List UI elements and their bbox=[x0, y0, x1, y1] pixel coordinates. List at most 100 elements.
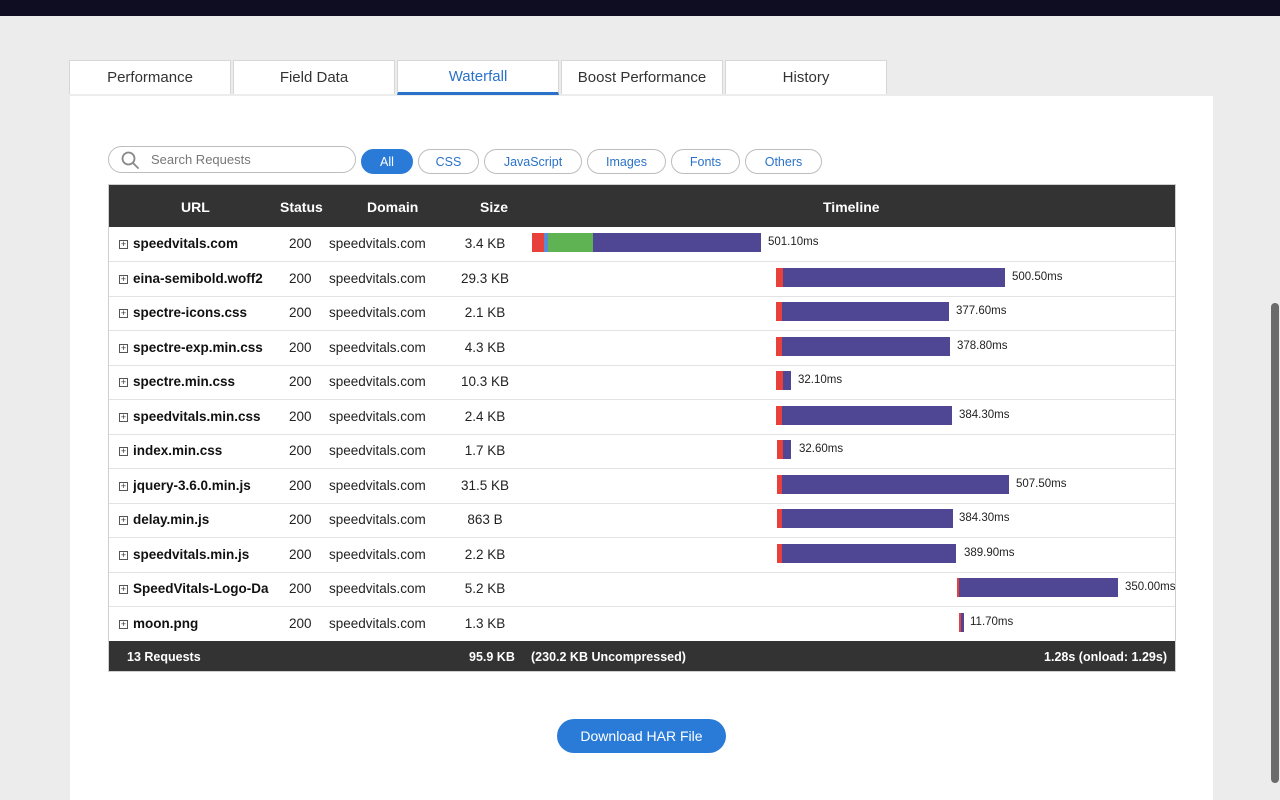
request-status: 200 bbox=[289, 236, 312, 251]
table-row[interactable]: + jquery-3.6.0.min.js 200 speedvitals.com 31… bbox=[109, 469, 1175, 504]
request-size: 29.3 KB bbox=[460, 270, 510, 286]
timeline-bar-segment bbox=[776, 267, 783, 287]
request-url: speedvitals.min.js bbox=[133, 546, 250, 562]
filter-css[interactable]: CSS bbox=[418, 149, 479, 174]
filter-javascript[interactable]: JavaScript bbox=[484, 149, 582, 174]
expand-icon[interactable]: + bbox=[119, 584, 128, 594]
request-size: 863 B bbox=[467, 512, 503, 527]
filter-chips: All CSS JavaScript Images Fonts Others bbox=[361, 149, 827, 174]
table-row[interactable]: + spectre.min.css 200 speedvitals.com 10.3 K… bbox=[109, 365, 1175, 400]
window-top-bar bbox=[0, 0, 1280, 16]
tab-waterfall[interactable]: Waterfall bbox=[397, 60, 559, 95]
timeline-duration-label: 501.10ms bbox=[768, 236, 819, 248]
timeline-duration-label: 32.60ms bbox=[799, 443, 844, 455]
table-row[interactable]: + spectre-icons.css 200 speedvitals.com 2.1 … bbox=[109, 296, 1175, 331]
column-status: Status bbox=[280, 199, 323, 215]
request-size: 2.4 KB bbox=[464, 408, 506, 424]
search-input[interactable] bbox=[149, 151, 343, 168]
timeline-duration-label: 507.50ms bbox=[1016, 477, 1067, 490]
request-size: 1.7 KB bbox=[464, 443, 506, 458]
expand-icon[interactable]: + bbox=[119, 446, 128, 456]
table-row[interactable]: + delay.min.js 200 speedvitals.com 863 B 384.… bbox=[109, 503, 1175, 538]
request-url: jquery-3.6.0.min.js bbox=[133, 477, 251, 493]
request-status: 200 bbox=[289, 477, 312, 493]
table-row[interactable]: + speedvitals.com 200 speedvitals.com 3.4 KB… bbox=[109, 227, 1175, 262]
request-size: 31.5 KB bbox=[460, 477, 510, 493]
scrollbar-thumb[interactable] bbox=[1271, 303, 1279, 783]
table-footer: 13 Requests 95.9 KB (230.2 KB Uncompress… bbox=[109, 641, 1175, 671]
request-status: 200 bbox=[289, 581, 312, 596]
table-row[interactable]: + moon.png 200 speedvitals.com 1.3 KB 11.70ms bbox=[109, 607, 1175, 642]
tab-history[interactable]: History bbox=[725, 60, 887, 94]
expand-icon[interactable]: + bbox=[119, 239, 128, 249]
tab-field-data[interactable]: Field Data bbox=[233, 60, 395, 94]
expand-icon[interactable]: + bbox=[119, 273, 128, 284]
expand-icon[interactable]: + bbox=[119, 411, 128, 422]
request-url: eina-semibold.woff2 bbox=[133, 270, 263, 286]
timeline-bar-segment bbox=[782, 509, 953, 528]
timeline-bar-segment bbox=[777, 509, 782, 528]
expand-icon[interactable]: + bbox=[119, 377, 128, 387]
expand-icon[interactable]: + bbox=[119, 480, 128, 491]
timeline-duration-label: 384.30ms bbox=[959, 408, 1010, 421]
filter-images[interactable]: Images bbox=[587, 149, 666, 174]
timeline-duration-label: 378.80ms bbox=[957, 339, 1008, 352]
table-row[interactable]: + eina-semibold.woff2 200 speedvitals.com 29… bbox=[109, 262, 1175, 297]
request-size: 2.2 KB bbox=[464, 546, 506, 562]
request-status: 200 bbox=[289, 408, 312, 424]
expand-icon[interactable]: + bbox=[119, 618, 128, 629]
request-domain: speedvitals.com bbox=[329, 305, 426, 320]
tab-bar: Performance Field Data Waterfall Boost P… bbox=[69, 60, 889, 96]
timeline-bar-segment bbox=[776, 371, 783, 390]
request-url: delay.min.js bbox=[133, 512, 210, 527]
search-box[interactable] bbox=[108, 146, 356, 173]
timeline-bar-segment bbox=[959, 578, 1118, 597]
download-har-button[interactable]: Download HAR File bbox=[557, 719, 726, 753]
footer-total-time: 1.28s (onload: 1.29s) bbox=[1044, 650, 1167, 664]
request-status: 200 bbox=[289, 270, 312, 286]
timeline-bar-segment bbox=[593, 233, 761, 252]
request-domain: speedvitals.com bbox=[329, 615, 426, 631]
column-domain: Domain bbox=[367, 199, 419, 215]
filter-fonts[interactable]: Fonts bbox=[671, 149, 740, 174]
filter-all[interactable]: All bbox=[361, 149, 413, 174]
tab-boost-performance[interactable]: Boost Performance bbox=[561, 60, 723, 94]
request-status: 200 bbox=[289, 512, 312, 527]
timeline-bar-segment bbox=[777, 474, 782, 494]
timeline-duration-label: 500.50ms bbox=[1012, 270, 1063, 283]
timeline-duration-label: 350.00ms bbox=[1125, 581, 1176, 593]
expand-icon[interactable]: + bbox=[119, 515, 128, 525]
timeline-duration-label: 11.70ms bbox=[970, 615, 1014, 628]
request-size: 5.2 KB bbox=[464, 581, 506, 596]
request-domain: speedvitals.com bbox=[329, 408, 426, 424]
table-row[interactable]: + SpeedVitals-Logo-Da 200 speedvitals.com 5.… bbox=[109, 572, 1176, 607]
table-row[interactable]: + index.min.css 200 speedvitals.com 1.7 KB 32… bbox=[109, 434, 1175, 469]
column-url: URL bbox=[181, 199, 210, 215]
timeline-bar-segment bbox=[777, 543, 782, 563]
request-status: 200 bbox=[289, 339, 312, 355]
expand-icon[interactable]: + bbox=[119, 308, 128, 318]
request-status: 200 bbox=[289, 546, 312, 562]
request-size: 4.3 KB bbox=[464, 339, 506, 355]
request-url: index.min.css bbox=[133, 443, 223, 458]
request-status: 200 bbox=[289, 615, 312, 631]
request-domain: speedvitals.com bbox=[329, 477, 426, 493]
table-row[interactable]: + speedvitals.min.js 200 speedvitals.com 2.2… bbox=[109, 538, 1175, 573]
timeline-bar-segment bbox=[782, 474, 1009, 494]
table-row[interactable]: + speedvitals.min.css 200 speedvitals.com 2.… bbox=[109, 400, 1175, 435]
scrollbar[interactable] bbox=[1270, 16, 1280, 800]
column-size: Size bbox=[480, 199, 509, 215]
request-domain: speedvitals.com bbox=[329, 546, 426, 562]
timeline-bar-segment bbox=[532, 233, 544, 252]
filter-others[interactable]: Others bbox=[745, 149, 822, 174]
tab-performance[interactable]: Performance bbox=[69, 60, 231, 94]
expand-icon[interactable]: + bbox=[119, 342, 128, 353]
timeline-bar-segment bbox=[783, 267, 1005, 287]
expand-icon[interactable]: + bbox=[119, 549, 128, 560]
table-row[interactable]: + spectre-exp.min.css 200 speedvitals.com 4.… bbox=[109, 331, 1175, 366]
waterfall-table: URL Status Domain Size Timeline + speedvi… bbox=[108, 184, 1176, 672]
request-domain: speedvitals.com bbox=[329, 270, 426, 286]
timeline-bar-segment bbox=[783, 371, 791, 390]
request-size: 3.4 KB bbox=[464, 236, 506, 251]
request-url: SpeedVitals-Logo-Da bbox=[133, 581, 269, 596]
